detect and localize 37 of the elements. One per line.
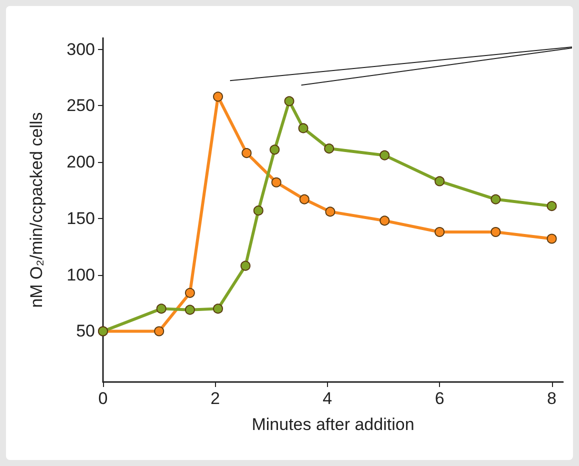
y-tick-label: 150: [66, 208, 95, 228]
point: [242, 148, 252, 158]
point: [434, 226, 445, 237]
point: [546, 234, 557, 244]
point: [434, 176, 445, 186]
point: [213, 304, 223, 314]
y-tick-label: 200: [66, 152, 95, 172]
point: [324, 144, 334, 154]
y-tick-label: 250: [66, 96, 95, 116]
point: [284, 96, 294, 106]
y-tick-label: 50: [76, 322, 95, 341]
point: [299, 194, 310, 204]
point: [546, 201, 557, 212]
x-tick-label: 6: [434, 389, 444, 408]
point: [380, 216, 390, 226]
point: [380, 150, 390, 160]
point: [490, 226, 501, 237]
point: [240, 260, 250, 271]
point: [156, 304, 166, 314]
point: [271, 177, 282, 188]
point: [298, 123, 308, 134]
x-tick-label: 4: [322, 389, 332, 408]
x-axis-title: Minutes after addition: [252, 415, 414, 434]
point: [325, 206, 336, 217]
x-tick-label: 2: [210, 389, 220, 408]
x-tick-label: 0: [98, 389, 108, 408]
x-tick-label: 8: [547, 389, 557, 408]
y-tick-label: 100: [66, 265, 95, 284]
point: [213, 92, 223, 102]
point: [184, 304, 195, 315]
point: [184, 288, 195, 298]
point: [253, 206, 264, 216]
y-tick-label: 300: [66, 40, 95, 59]
point: [270, 144, 280, 155]
point: [154, 326, 164, 336]
point: [490, 194, 501, 204]
y-axis-title: nM O₂/min/ccpacked cells: [27, 112, 46, 308]
